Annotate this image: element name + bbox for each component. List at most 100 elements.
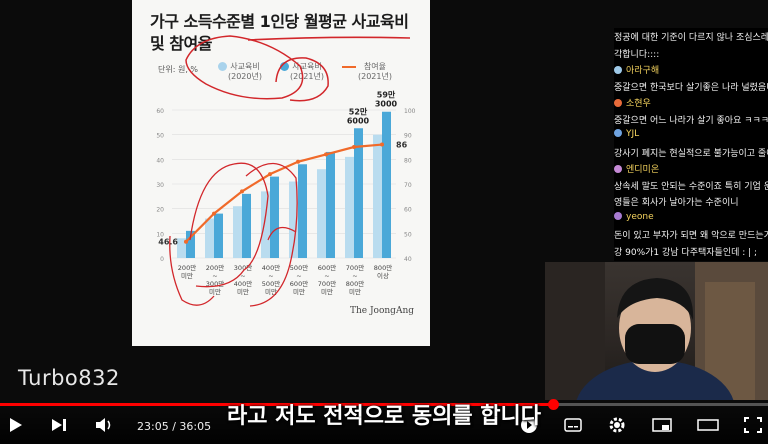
category-label: 700만 <box>346 263 364 272</box>
category-label: 600만 <box>318 263 336 272</box>
subtitles-button[interactable] <box>562 412 584 438</box>
bar-2020 <box>205 218 214 258</box>
bar-label-line1: 52만 <box>349 106 368 116</box>
bar-line-chart: 6050403020100100908070605040200만미만200만~3… <box>156 90 416 296</box>
chat-avatar <box>614 165 622 173</box>
category-label: ~ <box>296 272 301 280</box>
play-button[interactable] <box>6 412 26 438</box>
chat-message: 영들은 회사가 날아가는 수준이니 <box>614 198 739 208</box>
infographic-title: 가구 소득수준별 1인당 월평균 사교육비 <box>150 12 409 31</box>
category-label: ~ <box>324 272 329 280</box>
bar-2021 <box>270 176 279 258</box>
volume-button[interactable] <box>92 412 118 438</box>
fullscreen-icon <box>744 417 762 433</box>
participation-point <box>380 142 384 147</box>
right-axis-tick: 40 <box>404 256 412 263</box>
right-axis-tick: 100 <box>404 108 416 115</box>
theater-icon <box>697 419 719 431</box>
progress-bar[interactable] <box>0 399 768 410</box>
bar-2021 <box>298 164 307 258</box>
chat-username-text: YJL <box>626 129 640 139</box>
autoplay-icon <box>521 417 537 433</box>
chat-message: 돈이 있고 부자가 되면 왜 악으로 만드는가" <box>614 231 768 241</box>
category-label: ~ <box>268 272 273 280</box>
category-label: 400만 <box>234 279 252 288</box>
bar-label-line2: 6000 <box>347 116 370 125</box>
category-label: 700만 <box>318 279 336 288</box>
bar-2021 <box>326 151 335 258</box>
play-icon <box>10 418 22 432</box>
right-axis-tick: 90 <box>404 133 412 140</box>
bar-2020 <box>345 156 354 258</box>
participation-point <box>268 172 272 177</box>
participation-point <box>240 189 244 194</box>
chat-message: 강 90%가1 강남 다주택자들인데 : | ; <box>614 247 758 258</box>
chat-avatar <box>614 66 622 74</box>
chat-avatar <box>614 211 622 220</box>
chat-username: 소현우 <box>614 96 651 109</box>
bar-2021 <box>214 213 223 258</box>
webcam-person <box>545 262 768 400</box>
participation-point <box>184 239 188 244</box>
chat-avatar <box>614 99 622 107</box>
chat-username: 엔디미온 <box>614 162 659 175</box>
left-axis-tick: 60 <box>156 108 164 115</box>
player-controls: 23:05 / 36:05 <box>0 406 768 444</box>
category-label: 300만 <box>206 279 224 288</box>
category-label: 400만 <box>262 263 280 272</box>
infographic: 가구 소득수준별 1인당 월평균 사교육비 및 참여율 단위: 원, % 사교육… <box>132 0 430 346</box>
bar-2020 <box>289 181 298 258</box>
participation-point <box>352 145 356 149</box>
bar-2020 <box>373 134 382 258</box>
chat-avatar <box>614 129 622 137</box>
right-axis-tick: 70 <box>404 182 412 189</box>
chat-username-text: yeone <box>626 211 654 222</box>
chat-username-text: 소현우 <box>626 99 651 109</box>
theater-mode-button[interactable] <box>696 412 720 438</box>
bar-2021 <box>354 128 363 258</box>
bar-2020 <box>233 206 242 258</box>
miniplayer-button[interactable] <box>650 412 674 438</box>
chat-message: 중갈으면 한국보다 살기좋은 나라 널렸음니 <box>614 82 768 93</box>
settings-button[interactable] <box>606 412 628 438</box>
rate-label-last: 86 <box>396 141 408 150</box>
chat-username: yeone <box>614 211 654 222</box>
right-axis-tick: 50 <box>404 231 412 238</box>
miniplayer-icon <box>652 418 672 432</box>
progress-played <box>0 403 553 406</box>
bar-label-line2: 3000 <box>375 100 398 109</box>
category-label: ~ <box>240 272 245 280</box>
left-axis-tick: 20 <box>156 207 164 214</box>
right-axis-tick: 80 <box>404 157 412 164</box>
chat-message: 상속세 말도 안되는 수준이죠 특히 기업 운 <box>614 181 768 192</box>
streamer-name: Turbo832 <box>18 366 120 390</box>
chat-message: 정공에 대한 기준이 다르지 않나 조심스레 생 <box>614 33 768 43</box>
skip-next-icon <box>52 419 66 431</box>
category-label: 미만 <box>321 287 333 296</box>
subtitles-icon <box>564 418 582 432</box>
chat-message: 강사기 폐지는 현실적으로 불가능이고 줄여 <box>614 148 768 159</box>
legend-sub: (2021년) <box>358 72 392 81</box>
category-label: 500만 <box>262 279 280 288</box>
fullscreen-button[interactable] <box>742 412 764 438</box>
category-label: 300만 <box>234 263 252 272</box>
time-display: 23:05 / 36:05 <box>137 420 212 433</box>
autoplay-button[interactable] <box>518 412 540 438</box>
category-label: ~ <box>212 272 217 280</box>
category-label: 200만 <box>178 263 196 272</box>
volume-icon <box>96 418 111 432</box>
category-label: 200만 <box>206 263 224 272</box>
category-label: 이상 <box>377 271 389 280</box>
unit-label: 단위: 원, % <box>158 65 199 74</box>
legend-item-rate: 참여율 (2021년) <box>358 62 392 82</box>
chat-message: 각합니다:::: <box>614 49 660 60</box>
progress-scrubber[interactable] <box>547 399 559 410</box>
bar-2021 <box>242 193 251 258</box>
bar-label-line1: 59만 <box>377 90 396 100</box>
participation-point <box>296 159 300 164</box>
category-label: 미만 <box>265 287 277 296</box>
next-button[interactable] <box>48 412 70 438</box>
category-label: ~ <box>352 272 357 280</box>
rate-label-first: 46.6 <box>158 238 178 247</box>
